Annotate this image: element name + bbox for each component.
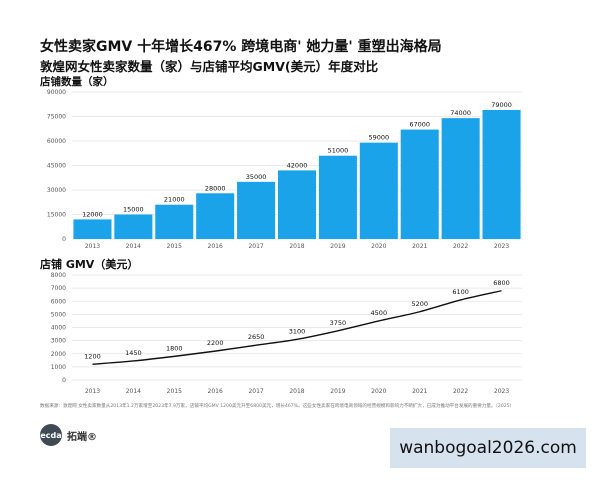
bar-value-label: 67000: [409, 121, 430, 129]
line-value-label: 5200: [411, 300, 428, 308]
line-ytick-label: 1000: [51, 364, 66, 371]
bar: [441, 118, 480, 239]
bar: [400, 129, 439, 239]
watermark-banner: wanbogoal2026.com: [390, 428, 586, 468]
chart-subtitle: 敦煌网女性卖家数量（家）与店铺平均GMV(美元）年度对比: [40, 59, 379, 74]
bar-xtick-label: 2021: [412, 243, 427, 250]
bar: [155, 204, 194, 239]
bar-xtick-label: 2017: [248, 243, 263, 250]
bar-value-label: 15000: [123, 206, 144, 214]
chart-title: 女性卖家GMV 十年增长467% 跨境电商' 她力量' 重塑出海格局: [40, 39, 442, 55]
bar-ytick-label: 15000: [47, 212, 66, 219]
brand-logo-mark: tecdat: [37, 424, 65, 446]
bar: [237, 181, 276, 239]
bar-chart-ylabel: 店铺数量（家）: [40, 76, 114, 88]
line-value-label: 2200: [207, 339, 224, 347]
line-xtick-label: 2013: [85, 388, 100, 395]
line-ytick-label: 2000: [51, 351, 66, 358]
source-note: 数据来源：敦煌网 女性卖家数量从2013年1.2万家增至2023年7.9万家，店…: [40, 404, 515, 409]
line-chart-ylabel: 店铺 GMV（美元）: [40, 258, 139, 271]
line-value-label: 4500: [371, 309, 388, 317]
bar-ytick-label: 0: [62, 236, 66, 243]
bar-ytick-label: 90000: [47, 89, 66, 96]
bar-value-label: 42000: [287, 161, 308, 169]
line-ytick-label: 0: [62, 377, 66, 384]
line-value-label: 6100: [452, 288, 469, 296]
bar-ytick-label: 30000: [47, 187, 66, 194]
bar-value-label: 74000: [450, 109, 471, 117]
bar: [359, 142, 398, 239]
bar-xtick-label: 2019: [330, 243, 345, 250]
bar-value-label: 12000: [82, 210, 103, 218]
bar-ytick-label: 75000: [47, 114, 66, 121]
line-ytick-label: 5000: [51, 311, 66, 318]
line-xtick-label: 2021: [412, 388, 427, 395]
bar: [277, 170, 317, 239]
line-value-label: 1450: [125, 349, 142, 357]
brand-logo: tecdat 拓端®: [37, 424, 97, 446]
line-xtick-label: 2017: [248, 388, 263, 395]
bar: [73, 219, 112, 239]
line-xtick-label: 2022: [453, 388, 468, 395]
line-ytick-label: 6000: [51, 298, 66, 305]
bar-xtick-label: 2014: [126, 243, 141, 250]
bar: [196, 193, 235, 239]
bar-xtick-label: 2015: [167, 243, 182, 250]
line-ytick-label: 3000: [51, 338, 66, 345]
bar-ytick-label: 60000: [47, 138, 66, 145]
line-xtick-label: 2016: [208, 388, 223, 395]
bar-value-label: 51000: [328, 147, 349, 155]
bar-xtick-label: 2016: [208, 243, 223, 250]
bar-xtick-label: 2022: [453, 243, 468, 250]
bar-xtick-label: 2013: [85, 243, 100, 250]
line-xtick-label: 2020: [371, 388, 386, 395]
line-value-label: 1800: [166, 344, 183, 352]
bar: [318, 155, 357, 239]
line-ytick-label: 8000: [51, 272, 66, 279]
line-value-label: 3100: [289, 327, 306, 335]
bar: [114, 214, 153, 239]
line-value-label: 1200: [84, 352, 101, 360]
bar: [482, 109, 521, 239]
bar-xtick-label: 2018: [289, 243, 304, 250]
line-ytick-label: 7000: [51, 285, 66, 292]
bar-ytick-label: 45000: [47, 163, 66, 170]
line-xtick-label: 2023: [494, 388, 509, 395]
bar-value-label: 21000: [164, 196, 185, 204]
bar-xtick-label: 2020: [371, 243, 386, 250]
line-xtick-label: 2014: [126, 388, 141, 395]
line-ytick-label: 4000: [51, 325, 66, 332]
line-xtick-label: 2019: [330, 388, 345, 395]
line-value-label: 2650: [248, 333, 265, 341]
gmv-series-line: [92, 290, 502, 365]
bar-xtick-label: 2023: [494, 243, 509, 250]
line-xtick-label: 2018: [289, 388, 304, 395]
bar-value-label: 35000: [246, 173, 267, 181]
bar-value-label: 59000: [368, 134, 389, 142]
line-value-label: 6800: [493, 279, 510, 287]
brand-logo-text: 拓端®: [67, 431, 97, 443]
line-xtick-label: 2015: [167, 388, 182, 395]
line-value-label: 3750: [330, 319, 347, 327]
bar-value-label: 28000: [205, 184, 226, 192]
bar-value-label: 79000: [491, 101, 512, 109]
